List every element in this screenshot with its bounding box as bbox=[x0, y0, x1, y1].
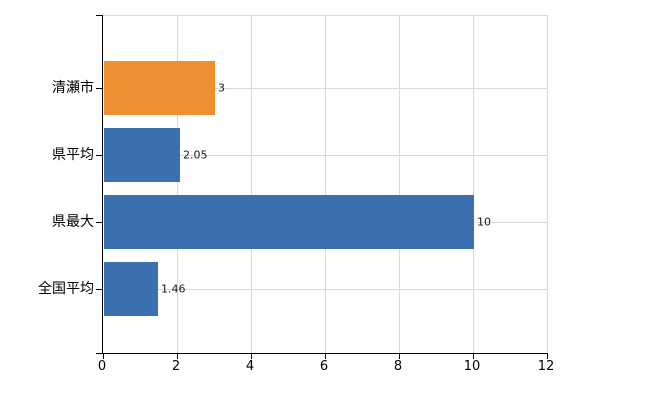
gridline-vertical bbox=[325, 15, 326, 353]
gridline-vertical bbox=[473, 15, 474, 353]
bar-value-label: 3 bbox=[218, 81, 225, 95]
x-axis-tick bbox=[399, 353, 400, 359]
plot-area: 3 2.05 10 1.46 bbox=[96, 15, 548, 359]
x-tick-label: 6 bbox=[319, 359, 329, 374]
y-axis-tick bbox=[96, 289, 102, 290]
gridline-vertical bbox=[251, 15, 252, 353]
category-label: 清瀬市 bbox=[52, 80, 94, 96]
x-tick-label: 12 bbox=[537, 359, 555, 374]
bar-2[interactable] bbox=[104, 195, 474, 249]
x-axis-tick bbox=[251, 353, 252, 359]
x-axis-tick bbox=[325, 353, 326, 359]
gridline-vertical bbox=[547, 15, 548, 353]
x-tick-label: 4 bbox=[245, 359, 255, 374]
category-label: 全国平均 bbox=[38, 281, 94, 297]
bar-value-label: 1.46 bbox=[161, 282, 186, 296]
x-tick-label: 2 bbox=[171, 359, 181, 374]
x-tick-label: 8 bbox=[393, 359, 403, 374]
y-axis-tick bbox=[96, 88, 102, 89]
y-axis-tick bbox=[96, 155, 102, 156]
category-label: 県平均 bbox=[52, 147, 94, 163]
bar-1[interactable] bbox=[104, 128, 180, 182]
y-axis-tick bbox=[96, 222, 102, 223]
x-axis-tick bbox=[473, 353, 474, 359]
bar-0[interactable] bbox=[104, 61, 215, 115]
x-axis-tick bbox=[177, 353, 178, 359]
y-axis-tick bbox=[96, 15, 102, 16]
x-tick-label: 10 bbox=[463, 359, 481, 374]
gridline-vertical bbox=[399, 15, 400, 353]
bar-value-label: 2.05 bbox=[183, 148, 208, 162]
x-axis-tick bbox=[547, 353, 548, 359]
x-tick-label: 0 bbox=[97, 359, 107, 374]
gridline-vertical bbox=[177, 15, 178, 353]
x-axis-origin-tick bbox=[96, 353, 103, 354]
category-label: 県最大 bbox=[52, 214, 94, 230]
bar-3[interactable] bbox=[104, 262, 158, 316]
x-axis-tick bbox=[103, 353, 104, 359]
bar-value-label: 10 bbox=[477, 215, 491, 229]
